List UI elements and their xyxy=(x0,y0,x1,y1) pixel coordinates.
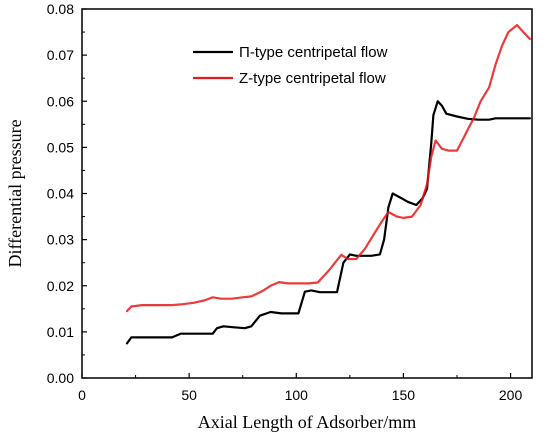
x-tick-label: 100 xyxy=(285,387,309,403)
y-tick-label: 0.04 xyxy=(47,186,74,202)
y-tick-label: 0.00 xyxy=(47,370,74,386)
y-tick-label: 0.05 xyxy=(47,139,74,155)
y-tick-label: 0.07 xyxy=(47,47,74,63)
y-axis-title: Differential pressure xyxy=(5,119,25,267)
y-tick-label: 0.01 xyxy=(47,324,74,340)
y-tick-label: 0.03 xyxy=(47,232,74,248)
axis-tick-labels: 0 50 100 150 200 0.00 0.01 0.02 0.03 0.04 0.05 0.06… xyxy=(47,1,523,403)
x-tick-label: 0 xyxy=(78,387,86,403)
x-axis-title: Axial Length of Adsorber/mm xyxy=(198,412,416,432)
plot-frame xyxy=(81,8,533,379)
axis-ticks xyxy=(81,8,512,379)
series-line-pi-type xyxy=(125,100,532,345)
y-tick-label: 0.06 xyxy=(47,93,74,109)
x-tick-label: 150 xyxy=(392,387,416,403)
y-tick-label: 0.08 xyxy=(47,1,74,17)
legend: Π-type centripetal flow Z-type centripeta… xyxy=(193,44,388,87)
legend-label: Z-type centripetal flow xyxy=(239,70,386,87)
y-tick-label: 0.02 xyxy=(47,278,74,294)
series-line-z-type xyxy=(125,24,532,313)
x-tick-label: 50 xyxy=(181,387,197,403)
x-tick-label: 200 xyxy=(499,387,523,403)
legend-label: Π-type centripetal flow xyxy=(239,44,388,61)
series-lines xyxy=(125,24,532,345)
